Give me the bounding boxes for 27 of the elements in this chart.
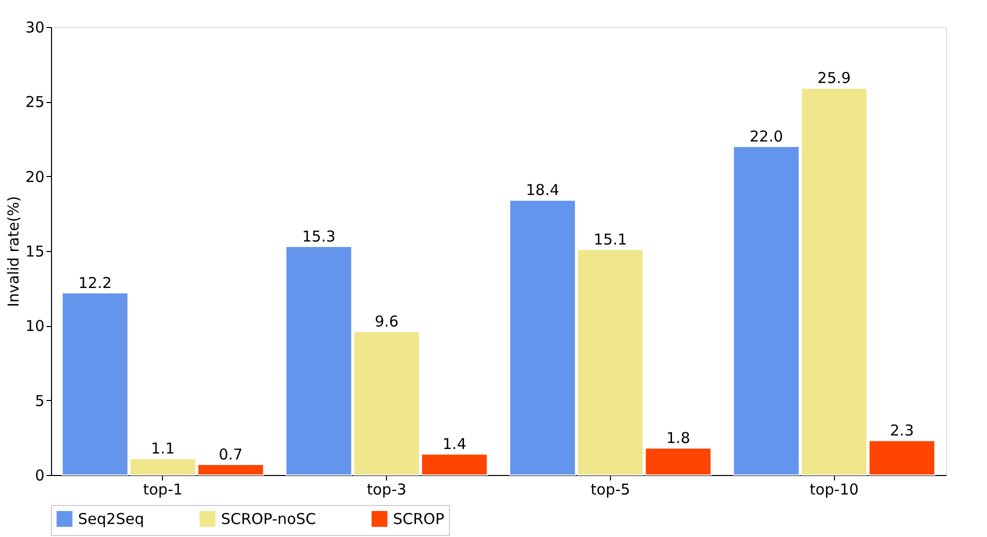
x-tick-label: top-5 [590, 480, 630, 498]
data-label: 22.0 [750, 127, 784, 146]
y-tick-label: 0 [34, 466, 44, 484]
legend-label: SCROP [393, 510, 444, 528]
data-label: 0.7 [218, 446, 243, 464]
x-tick-label: top-3 [366, 480, 406, 498]
y-tick-label: 5 [34, 392, 44, 410]
y-axis-title: Invalid rate(%) [4, 196, 22, 308]
data-label: 1.1 [150, 440, 175, 458]
y-tick-label: 10 [25, 317, 44, 336]
y-tick-label: 25 [25, 93, 44, 112]
y-tick-label: 20 [25, 168, 44, 186]
data-label: 9.6 [374, 312, 399, 331]
y-tick-label: 15 [25, 242, 44, 260]
data-label: 15.3 [302, 228, 336, 246]
data-label: 1.8 [666, 429, 690, 448]
data-label: 15.1 [594, 230, 628, 249]
data-label: 18.4 [526, 181, 560, 200]
x-tick-label: top-10 [810, 480, 859, 498]
legend-label: SCROP-noSC [221, 510, 316, 528]
x-tick-label: top-1 [143, 480, 183, 498]
y-tick-label: 30 [25, 18, 44, 36]
data-label: 2.3 [890, 422, 914, 440]
data-label: 25.9 [817, 69, 851, 88]
legend-label: Seq2Seq [78, 510, 144, 528]
data-label: 1.4 [442, 435, 466, 454]
data-label: 12.2 [78, 274, 112, 292]
